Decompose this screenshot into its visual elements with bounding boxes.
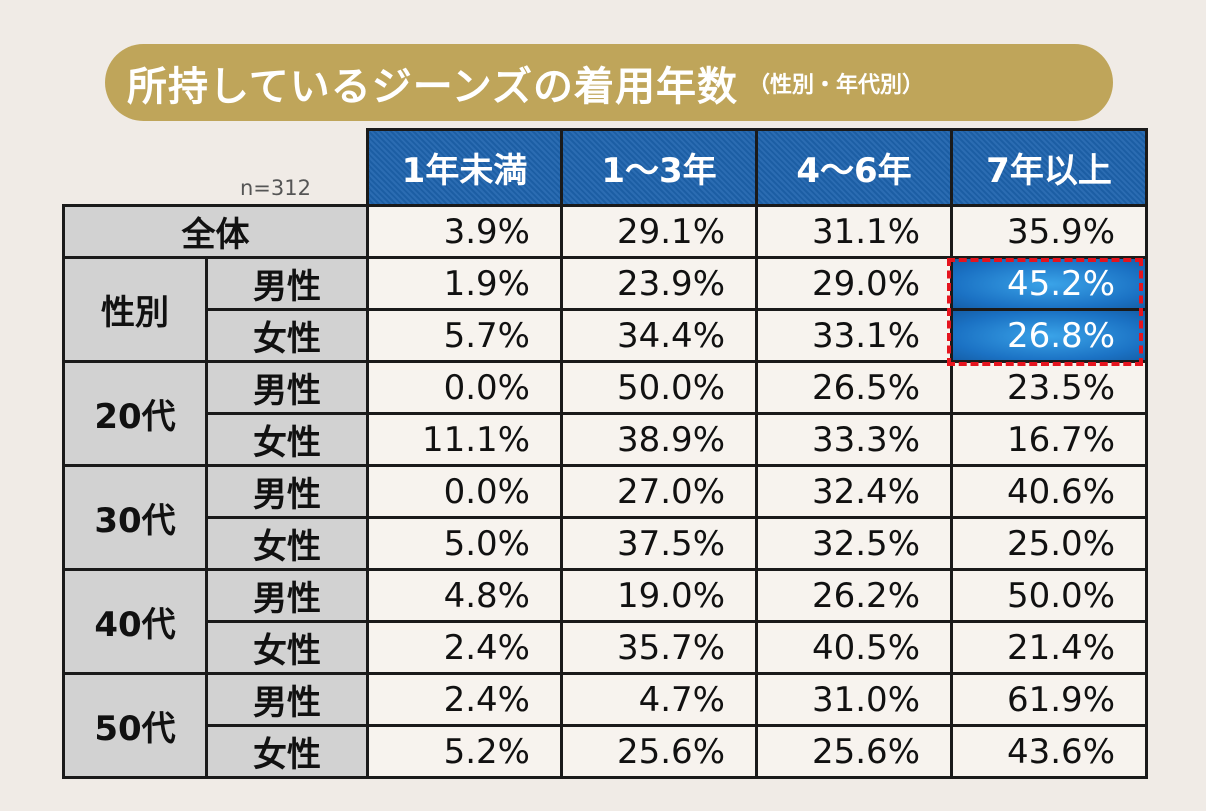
value-cell: 40.5% [755, 620, 953, 675]
column-header: 1年未満 [366, 128, 563, 207]
value-cell: 0.0% [366, 360, 563, 415]
table-row: 女性 5.7% 34.4% 33.1% 26.8% [64, 308, 1148, 363]
value-cell: 2.4% [366, 672, 563, 727]
row-sub-label: 男性 [205, 360, 369, 415]
value-cell: 40.6% [950, 464, 1148, 519]
value-cell: 23.9% [560, 256, 758, 311]
value-cell: 21.4% [950, 620, 1148, 675]
value-cell: 43.6% [950, 724, 1148, 779]
row-group-label: 50代 [62, 672, 208, 779]
value-cell: 50.0% [950, 568, 1148, 623]
value-cell: 26.5% [755, 360, 953, 415]
row-sub-label: 男性 [205, 256, 369, 311]
value-cell: 5.7% [366, 308, 563, 363]
value-cell: 19.0% [560, 568, 758, 623]
table-row: 50代 男性 2.4% 4.7% 31.0% 61.9% [62, 672, 1148, 779]
row-group-label: 40代 [62, 568, 208, 675]
header-corner [64, 130, 368, 206]
table-row: 女性 2.4% 35.7% 40.5% 21.4% [64, 620, 1148, 675]
column-header: 7年以上 [950, 128, 1148, 207]
row-group-label: 30代 [62, 464, 208, 571]
chart-title: 所持しているジーンズの着用年数 [127, 63, 738, 110]
value-cell: 5.0% [366, 516, 563, 571]
value-cell: 25.0% [950, 516, 1148, 571]
table-row: 40代 男性 4.8% 19.0% 26.2% 50.0% [62, 568, 1148, 675]
value-cell: 34.4% [560, 308, 758, 363]
row-sub-label: 男性 [205, 464, 369, 519]
value-cell: 61.9% [950, 672, 1148, 727]
column-header: 4〜6年 [755, 128, 953, 207]
row-sub-label: 男性 [205, 672, 369, 727]
value-cell: 31.0% [755, 672, 953, 727]
value-cell: 0.0% [366, 464, 563, 519]
value-cell: 29.1% [560, 204, 758, 259]
value-cell: 38.9% [560, 412, 758, 467]
row-sub-label: 女性 [205, 308, 369, 363]
table-row: 30代 男性 0.0% 27.0% 32.4% 40.6% [62, 464, 1148, 571]
value-cell: 16.7% [950, 412, 1148, 467]
value-cell: 35.7% [560, 620, 758, 675]
table-row: 性別 男性 1.9% 23.9% 29.0% 45.2% [62, 256, 1148, 363]
row-sub-label: 女性 [205, 620, 369, 675]
row-sub-label: 男性 [205, 568, 369, 623]
value-cell: 31.1% [755, 204, 953, 259]
row-sub-label: 女性 [205, 516, 369, 571]
value-cell: 25.6% [755, 724, 953, 779]
row-sub-label: 女性 [205, 724, 369, 779]
table-row: 女性 5.0% 37.5% 32.5% 25.0% [64, 516, 1148, 571]
value-cell: 2.4% [366, 620, 563, 675]
value-cell: 3.9% [366, 204, 563, 259]
data-table: 1年未満 1〜3年 4〜6年 7年以上 全体 3.9% 29.1% 31.1% 35.9% 性別男… [62, 128, 1148, 779]
value-cell: 37.5% [560, 516, 758, 571]
sample-size-note: n=312 [240, 176, 311, 200]
row-sub-label: 女性 [205, 412, 369, 467]
value-cell: 50.0% [560, 360, 758, 415]
highlighted-value-cell: 45.2% [950, 256, 1148, 311]
value-cell: 27.0% [560, 464, 758, 519]
table-row: 全体 3.9% 29.1% 31.1% 35.9% [62, 204, 1148, 259]
value-cell: 23.5% [950, 360, 1148, 415]
chart-subtitle: （性別・年代別） [748, 72, 925, 98]
value-cell: 5.2% [366, 724, 563, 779]
value-cell: 11.1% [366, 412, 563, 467]
table-row: 20代 男性 0.0% 50.0% 26.5% 23.5% [62, 360, 1148, 467]
value-cell: 29.0% [755, 256, 953, 311]
value-cell: 32.4% [755, 464, 953, 519]
value-cell: 4.7% [560, 672, 758, 727]
value-cell: 1.9% [366, 256, 563, 311]
value-cell: 33.3% [755, 412, 953, 467]
row-group-label: 全体 [62, 204, 369, 259]
value-cell: 26.2% [755, 568, 953, 623]
value-cell: 4.8% [366, 568, 563, 623]
value-cell: 32.5% [755, 516, 953, 571]
value-cell: 33.1% [755, 308, 953, 363]
table-row: 女性 11.1% 38.9% 33.3% 16.7% [64, 412, 1148, 467]
column-header: 1〜3年 [560, 128, 758, 207]
table-row: 女性 5.2% 25.6% 25.6% 43.6% [64, 724, 1148, 779]
highlighted-value-cell: 26.8% [950, 308, 1148, 363]
row-group-label: 性別 [62, 256, 208, 363]
row-group-label: 20代 [62, 360, 208, 467]
value-cell: 35.9% [950, 204, 1148, 259]
title-banner: 所持しているジーンズの着用年数 （性別・年代別） [105, 44, 1113, 121]
value-cell: 25.6% [560, 724, 758, 779]
header-row: 1年未満 1〜3年 4〜6年 7年以上 [64, 128, 1148, 207]
